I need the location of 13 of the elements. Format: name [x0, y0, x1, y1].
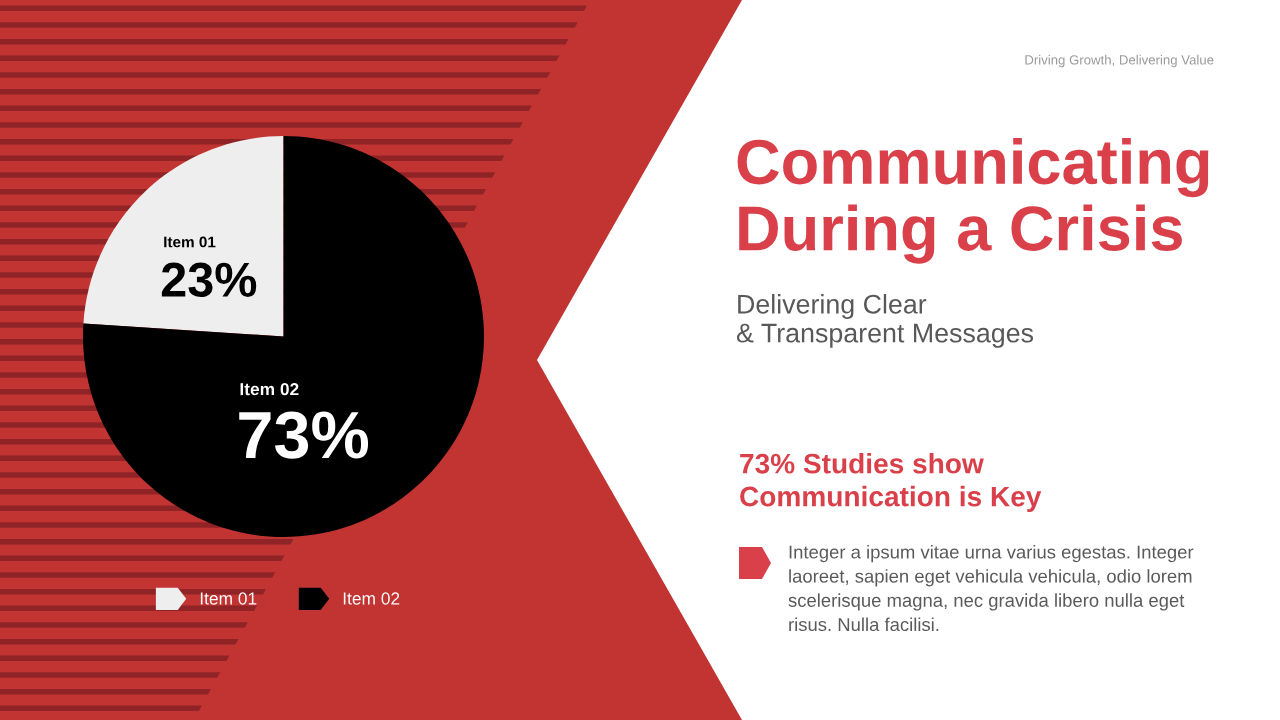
- text: Communicating During a Crisis: [737, 138, 1209, 264]
- slice-label: Item 01: [164, 236, 216, 248]
- data-label: 73%: [239, 411, 369, 459]
- pie-slice: [83, 136, 284, 337]
- text: Driving Growth, Delivering Value: [1025, 54, 1214, 68]
- text: 73% Studies show Communication is Key: [740, 453, 1042, 513]
- legend-label: Item 01: [200, 592, 257, 605]
- pie-slice: [83, 136, 484, 537]
- data-label: 23%: [161, 262, 257, 298]
- legend-label: Item 02: [343, 592, 400, 605]
- text: Delivering Clear & Transparent Messages: [736, 294, 1034, 348]
- text: Integer a ipsum vitae urna varius egestas. Integer laoreet, sapien eget vehicula vehicula, odio lorem scelerisque magna, nec gravida libero nulla eget risus. Nulla facilisi.: [788, 545, 1194, 632]
- slice-label: Item 02: [240, 383, 299, 396]
